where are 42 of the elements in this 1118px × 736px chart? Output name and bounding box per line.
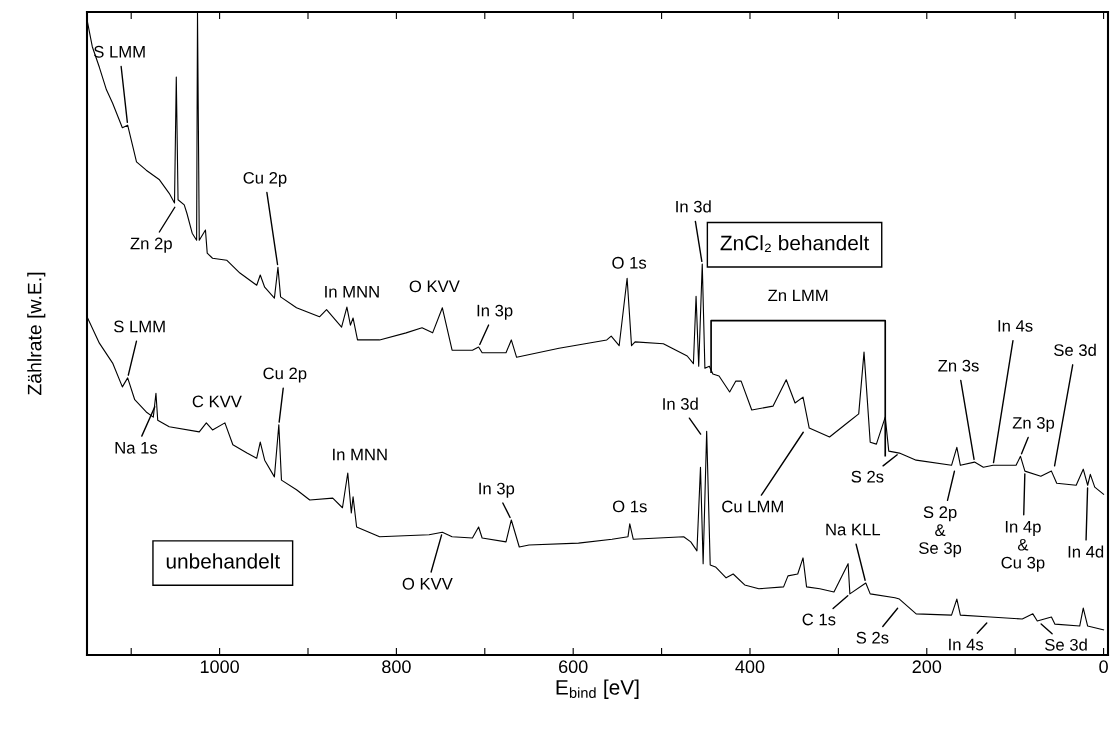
annotation: Cu 2p xyxy=(263,367,307,383)
annotation: unbehandelt xyxy=(166,553,280,569)
x-tick-label: 400 xyxy=(735,660,765,674)
annotation: O KVV xyxy=(409,280,460,293)
annotation: O 1s xyxy=(612,500,647,513)
x-tick-label: 0 xyxy=(1099,660,1108,674)
annotation: Cu LMM xyxy=(722,500,783,513)
annotation: In 4s xyxy=(949,638,984,651)
annotation: Na 1s xyxy=(115,442,158,454)
annotation: Zn 2p xyxy=(130,237,172,253)
annotation: O 1s xyxy=(612,256,647,269)
annotation: S LMM xyxy=(94,45,145,58)
annotation: Zn 3p xyxy=(1012,416,1055,433)
annotation: In 3p xyxy=(479,482,515,498)
annotation: In 3p xyxy=(477,304,513,320)
annotation: C KVV xyxy=(192,395,242,408)
x-tick-label: 800 xyxy=(382,660,411,674)
annotation: Na KLL xyxy=(826,523,881,536)
x-tick-label: 200 xyxy=(912,660,942,674)
annotation: S LMM xyxy=(114,320,165,333)
annotation: ZnCl₂ behandelt xyxy=(720,235,870,252)
x-tick-label: 600 xyxy=(559,660,588,674)
x-tick-label: 1000 xyxy=(200,660,239,674)
x-axis-title: E$_{bind}$ [eV] xyxy=(556,679,639,699)
annotation: Se 3d xyxy=(1054,343,1096,356)
annotation: S 2s xyxy=(851,470,884,483)
annotation: S 2s xyxy=(856,631,889,644)
y-axis-title: Zählrate [w.E.] xyxy=(27,272,46,396)
band-label: Zn LMM xyxy=(768,289,828,302)
annotation: In 3d xyxy=(676,200,711,213)
annotation: In MNN xyxy=(325,285,379,298)
annotation: In 4s xyxy=(998,320,1033,332)
annotation: O KVV xyxy=(402,577,453,590)
annotation: Cu 2p xyxy=(243,171,287,188)
annotation: In MNN xyxy=(333,448,387,461)
annotation: In 4p & Cu 3p xyxy=(1001,520,1045,572)
annotation: In 3d xyxy=(663,397,698,410)
annotation: Zn 3s xyxy=(938,359,979,372)
annotation: Se 3d xyxy=(1045,638,1087,651)
annotation: S 2p & Se 3p xyxy=(919,506,962,558)
annotation: In 4d xyxy=(1068,545,1104,558)
annotation: C 1s xyxy=(802,613,836,626)
